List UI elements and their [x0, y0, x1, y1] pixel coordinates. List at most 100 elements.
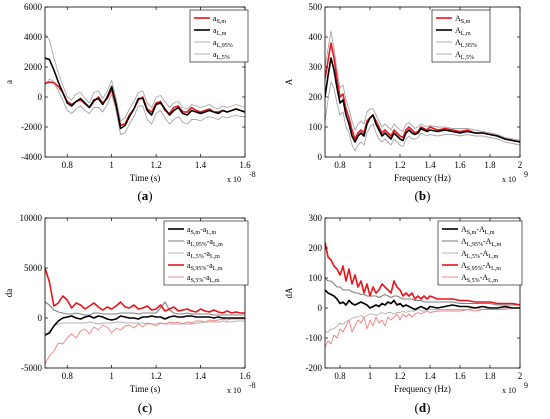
plot-frame [44, 6, 246, 158]
y-axis-label: A [284, 78, 294, 85]
y-tick-label: 500 [309, 2, 323, 12]
series-group [45, 33, 245, 135]
x-tick-label: 1.8 [484, 160, 496, 170]
legend-entry: AL,5% [455, 50, 474, 61]
y-axis-label: da [4, 289, 14, 298]
x-tick-label: 1.4 [424, 371, 436, 381]
series-line-S5 [45, 318, 245, 365]
panel-d: 0.8 1 1.2 1.4 1.6 1.8 2 -200 -100 0 100 200 300 Frequ… [284, 213, 528, 415]
y-tick-label: 6000 [24, 2, 43, 12]
legend-entry: AS,m-AL,m [461, 225, 495, 236]
x-axis-multiplier: x 10 [227, 386, 241, 395]
y-tick-label: 0 [38, 313, 43, 323]
x-tick-label: 0.8 [62, 371, 74, 381]
y-tick-label: 100 [309, 122, 323, 132]
x-axis-multiplier-exponent: 9 [524, 170, 528, 179]
legend-entry: aL,95% [213, 38, 233, 49]
series-line-L95 [45, 33, 245, 122]
series-group [325, 30, 520, 152]
y-tick-label: 0 [318, 152, 323, 162]
y-tick-label: 200 [309, 243, 323, 253]
x-axis-label: Frequency (Hz) [394, 384, 451, 394]
legend: AS,mAL,mAL,95%AL,5% [431, 9, 491, 63]
x-tick-label: 0.8 [334, 371, 346, 381]
y-tick-label: 2000 [24, 62, 43, 72]
x-axis-multiplier-exponent: -8 [249, 381, 256, 390]
x-axis-multiplier-exponent: 9 [524, 381, 528, 390]
x-tick-label: 1.2 [394, 371, 405, 381]
series-line-L95 [325, 277, 520, 306]
x-axis-label: Time (s) [130, 173, 160, 183]
x-tick-label: 1.4 [195, 160, 207, 170]
legend-entry: AL,5%-AL,m [461, 249, 499, 260]
legend-entry: aL,5%-aL,m [187, 249, 220, 260]
x-tick-label: 1.6 [239, 160, 251, 170]
x-tick-label: 1.2 [150, 160, 161, 170]
x-tick-label: 0.8 [62, 160, 74, 170]
series-line-L5 [45, 320, 245, 337]
y-tick-label: 200 [309, 92, 323, 102]
y-tick-label: 400 [309, 32, 323, 42]
series-line-S95 [325, 241, 520, 306]
series-line-L5 [325, 81, 520, 152]
x-tick-label: 1 [368, 160, 373, 170]
legend: AS,m-AL,mAL,95%-AL,mAL,5%-AL,mAS,95%-AL,… [437, 220, 523, 286]
x-tick-label: 1.2 [394, 160, 405, 170]
x-tick-label: 2 [518, 371, 523, 381]
y-tick-label: -2000 [21, 122, 42, 132]
series-line-Sm [325, 289, 520, 311]
x-axis-label: Time (s) [130, 384, 160, 394]
x-axis-multiplier: x 10 [502, 386, 516, 395]
legend-entry: aS,m-aL,m [187, 225, 216, 236]
legend: aS,maL,maL,95%aL,5% [189, 9, 249, 63]
y-tick-label: -100 [306, 333, 323, 343]
y-tick-label: 300 [309, 213, 323, 223]
x-tick-label: 2 [518, 160, 523, 170]
y-tick-label: 5000 [24, 263, 43, 273]
legend-entry: aL,95%-aL,m [187, 237, 223, 248]
x-tick-label: 1 [368, 371, 373, 381]
x-tick-label: 1.8 [484, 371, 496, 381]
y-tick-label: 10000 [20, 213, 43, 223]
x-tick-label: 0.8 [334, 160, 346, 170]
y-tick-label: 0 [38, 92, 43, 102]
panel-label: (d) [415, 400, 431, 415]
legend-entry: aL,5% [213, 50, 230, 61]
x-axis-label: Frequency (Hz) [394, 173, 451, 183]
series-group [45, 267, 245, 365]
y-tick-label: 300 [309, 62, 323, 72]
legend: aS,m-aL,maL,95%-aL,maL,5%-aL,maS,95%-aL,… [163, 220, 249, 286]
legend-entry: AS,m [455, 14, 471, 25]
x-tick-label: 1.6 [454, 160, 466, 170]
series-group [325, 241, 520, 348]
x-tick-label: 1 [109, 371, 114, 381]
y-tick-label: -4000 [21, 152, 42, 162]
panel-b: 0.8 1 1.2 1.4 1.6 1.8 2 0 100 200 300 400 500 Frequen… [284, 2, 528, 203]
series-line-S5 [325, 307, 520, 348]
series-line-Sm [325, 42, 520, 143]
panel-label: (c) [138, 400, 152, 415]
x-tick-label: 1.6 [239, 371, 251, 381]
panel-label: (a) [137, 188, 152, 203]
x-tick-label: 1.4 [424, 160, 436, 170]
x-axis-multiplier-exponent: -8 [249, 170, 256, 179]
series-line-L95 [325, 30, 520, 141]
panel-c: 0.8 1 1.2 1.4 1.6 -5000 0 5000 10000 Time (s) da x … [4, 213, 256, 415]
series-line-L95 [45, 301, 245, 316]
x-tick-label: 1 [109, 160, 114, 170]
x-tick-label: 1.2 [150, 371, 161, 381]
legend-entry: AL,95%-AL,m [461, 237, 502, 248]
y-tick-label: 4000 [24, 32, 43, 42]
legend-entry: aS,m [213, 14, 226, 25]
plot-frame [324, 6, 521, 158]
series-line-S95 [45, 267, 245, 314]
y-axis-label: a [4, 80, 14, 84]
legend-entry: AL,m [455, 26, 471, 37]
series-line-Sm [45, 315, 245, 336]
x-axis-multiplier: x 10 [502, 175, 516, 184]
series-line-L5 [45, 78, 245, 135]
series-line-Lm [325, 57, 520, 143]
legend-entry: AL,95% [455, 38, 477, 49]
series-line-Lm [45, 57, 245, 130]
